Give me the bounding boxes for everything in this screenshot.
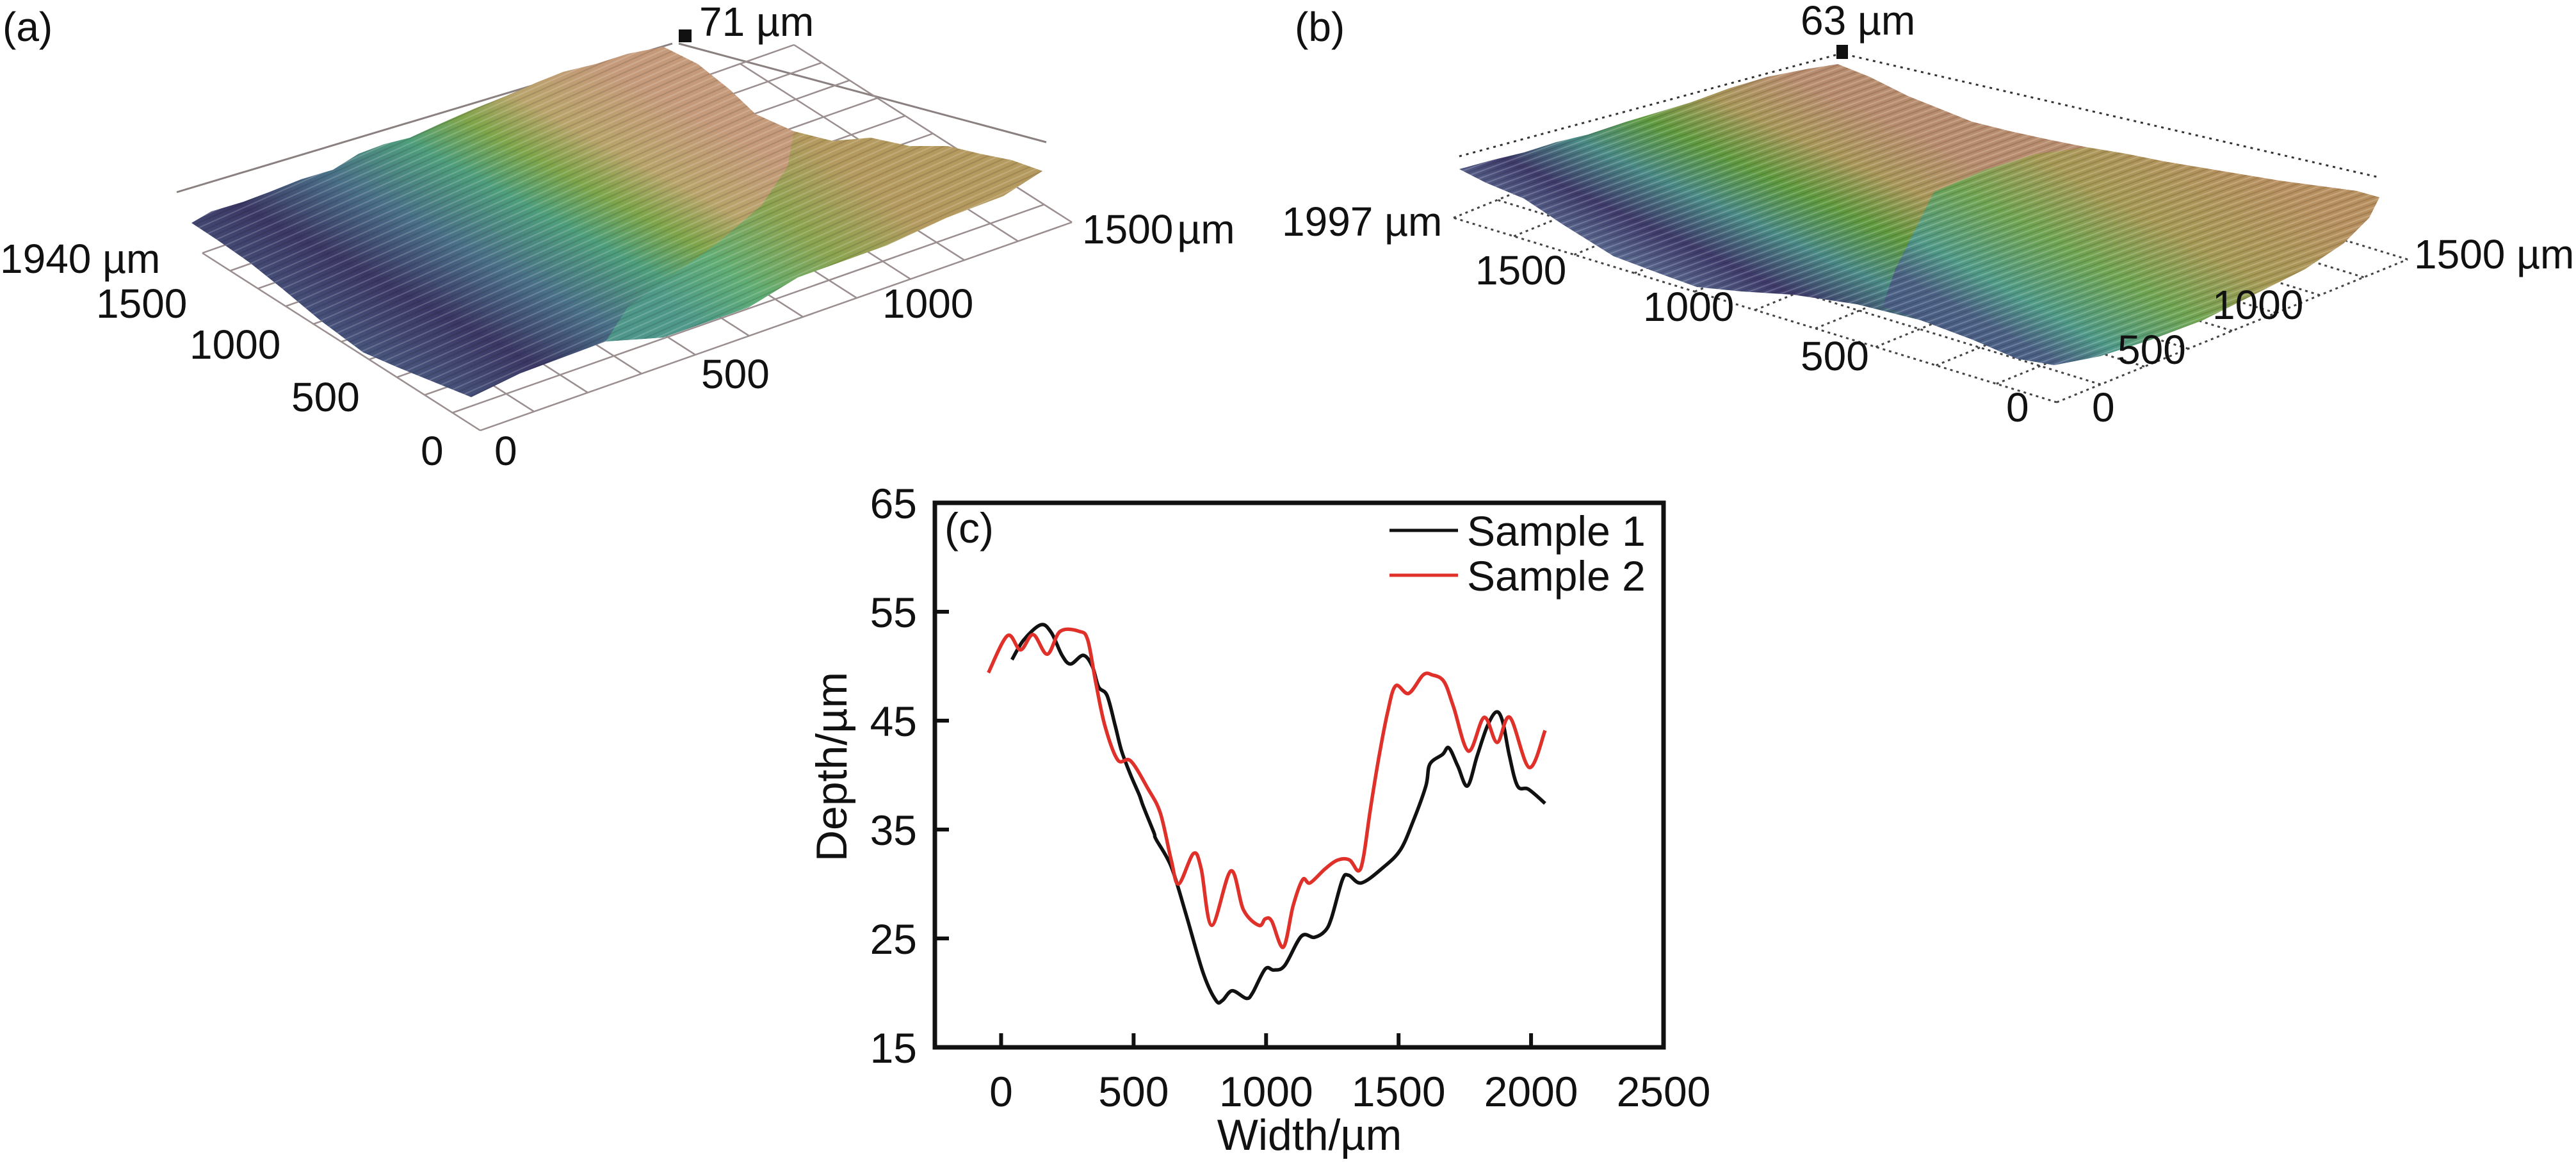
y-axis-title: Depth/µm bbox=[807, 672, 856, 862]
panel-a-zmax-label: 71 µm bbox=[699, 0, 814, 45]
panel-a-right-tick-1000: 1000 bbox=[882, 281, 974, 327]
panel-a-right-tick-500: 500 bbox=[701, 351, 770, 397]
panel-b-right-tick-1000: 1000 bbox=[2212, 282, 2304, 328]
panel-a-3d-surface bbox=[176, 29, 1073, 432]
x-tick-label: 1500 bbox=[1352, 1068, 1446, 1115]
panel-b-surface-texture bbox=[1459, 64, 2379, 365]
series-line-sample-2 bbox=[987, 627, 1547, 949]
panel-b-3d-surface bbox=[1453, 45, 2408, 404]
panel-a-right-axis-end-value: 1500 bbox=[1082, 206, 1174, 252]
panel-a-left-tick-1000: 1000 bbox=[190, 322, 281, 368]
panel-b-right-tick-500: 500 bbox=[2118, 327, 2186, 373]
panel-a-grid-line-u bbox=[480, 221, 1073, 432]
x-axis-title: Width/µm bbox=[1217, 1111, 1402, 1159]
panel-b-left-tick-1500: 1500 bbox=[1475, 247, 1567, 293]
legend-label-sample-2: Sample 2 bbox=[1467, 552, 1646, 600]
series-line-sample-1 bbox=[1010, 623, 1546, 1005]
y-tick-label: 35 bbox=[870, 806, 917, 854]
x-tick-label: 0 bbox=[989, 1068, 1013, 1115]
y-tick-label: 55 bbox=[870, 589, 917, 636]
panel-b-box-edge-left bbox=[1459, 53, 1838, 158]
panel-b-left-tick-0: 0 bbox=[2006, 384, 2029, 430]
y-tick-label: 25 bbox=[870, 915, 917, 963]
panel-b-left-tick-1000: 1000 bbox=[1643, 284, 1735, 330]
legend-label-sample-1: Sample 1 bbox=[1467, 507, 1646, 555]
panel-a-left-tick-0: 0 bbox=[421, 428, 444, 474]
panel-a-surface-texture bbox=[191, 47, 1042, 397]
x-tick-label: 500 bbox=[1098, 1068, 1169, 1115]
panel-a-grid-line-u bbox=[452, 204, 1045, 414]
panel-a-right-tick-0: 0 bbox=[494, 428, 517, 474]
panel-b-grid-line-v bbox=[1453, 217, 2057, 404]
panel-b-right-axis-end-label: 1500 µm bbox=[2414, 231, 2575, 277]
panel-b-zmax-label: 63 µm bbox=[1801, 0, 1916, 44]
panel-a-grid-line-v bbox=[202, 252, 481, 432]
y-tick-label: 15 bbox=[870, 1024, 917, 1072]
panel-a-left-axis-end-label: 1940 µm bbox=[0, 236, 161, 282]
y-tick-label: 45 bbox=[870, 698, 917, 745]
panel-b-left-axis-end-label: 1997 µm bbox=[1282, 199, 1443, 245]
panel-a-zmax-marker bbox=[679, 29, 692, 42]
x-tick-label: 2000 bbox=[1484, 1068, 1578, 1115]
panel-a-left-tick-1500: 1500 bbox=[96, 281, 188, 327]
panel-b-tag: (b) bbox=[1295, 4, 1345, 50]
panel-a-box-edge-right bbox=[678, 42, 1047, 143]
y-tick-label: 65 bbox=[870, 480, 917, 527]
panel-b-right-tick-0: 0 bbox=[2092, 384, 2115, 430]
plot-frame bbox=[932, 500, 1666, 1050]
panel-b-left-tick-500: 500 bbox=[1801, 333, 1869, 379]
panel-c-tag: (c) bbox=[944, 504, 994, 552]
panel-a-left-tick-500: 500 bbox=[291, 374, 360, 420]
panel-a-right-axis-end-label: 1500µm bbox=[1082, 209, 1235, 250]
panel-a-right-axis-unit: µm bbox=[1177, 206, 1235, 252]
legend: Sample 1 Sample 2 bbox=[1389, 507, 1646, 600]
x-tick-label: 2500 bbox=[1617, 1068, 1711, 1115]
panel-a-tag: (a) bbox=[3, 4, 53, 50]
panel-b-zmax-marker bbox=[1836, 45, 1848, 59]
panel-a-grid-line-v bbox=[793, 44, 1073, 224]
panel-b-grid-line-u bbox=[2056, 258, 2408, 404]
x-tick-label: 1000 bbox=[1219, 1068, 1313, 1115]
